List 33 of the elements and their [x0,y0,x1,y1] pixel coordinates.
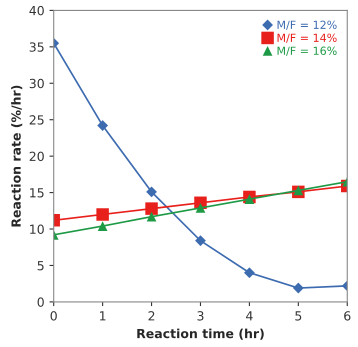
x-axis-title: Reaction time (hr) [137,328,264,340]
y-tick-label: 5 [38,261,44,270]
legend-label: M/F = 12% [278,20,337,30]
y-tick-label: 10 [30,224,44,234]
legend-label: M/F = 14% [278,34,337,43]
point [293,186,304,196]
point [98,221,108,231]
y-tick-label: 40 [29,6,44,16]
x-tick-label: 0 [50,311,57,321]
y-tick-label: 35 [30,42,44,52]
y-tick-label: 15 [30,188,44,198]
x-tick-label: 6 [344,311,350,321]
point [97,120,108,131]
point [195,235,206,246]
x-tick-label: 4 [246,311,253,320]
x-tick-label: 1 [100,311,106,320]
legend-label: M/F = 16% [278,46,337,56]
point [146,186,157,198]
y-tick-label: 20 [30,152,44,162]
point [292,282,304,294]
point [145,202,158,215]
y-tick-label: 25 [30,115,44,125]
x-tick-label: 3 [197,311,204,321]
x-tick-label: 2 [148,311,154,320]
y-axis-title: Reaction rate (%/hr) [11,86,22,227]
point [146,212,156,222]
point [244,194,254,204]
y-tick-label: 30 [30,78,44,88]
x-tick-label: 5 [295,311,302,321]
y-tick-label: 0 [38,297,44,307]
point [196,203,206,213]
point [96,208,109,221]
point [244,267,255,278]
